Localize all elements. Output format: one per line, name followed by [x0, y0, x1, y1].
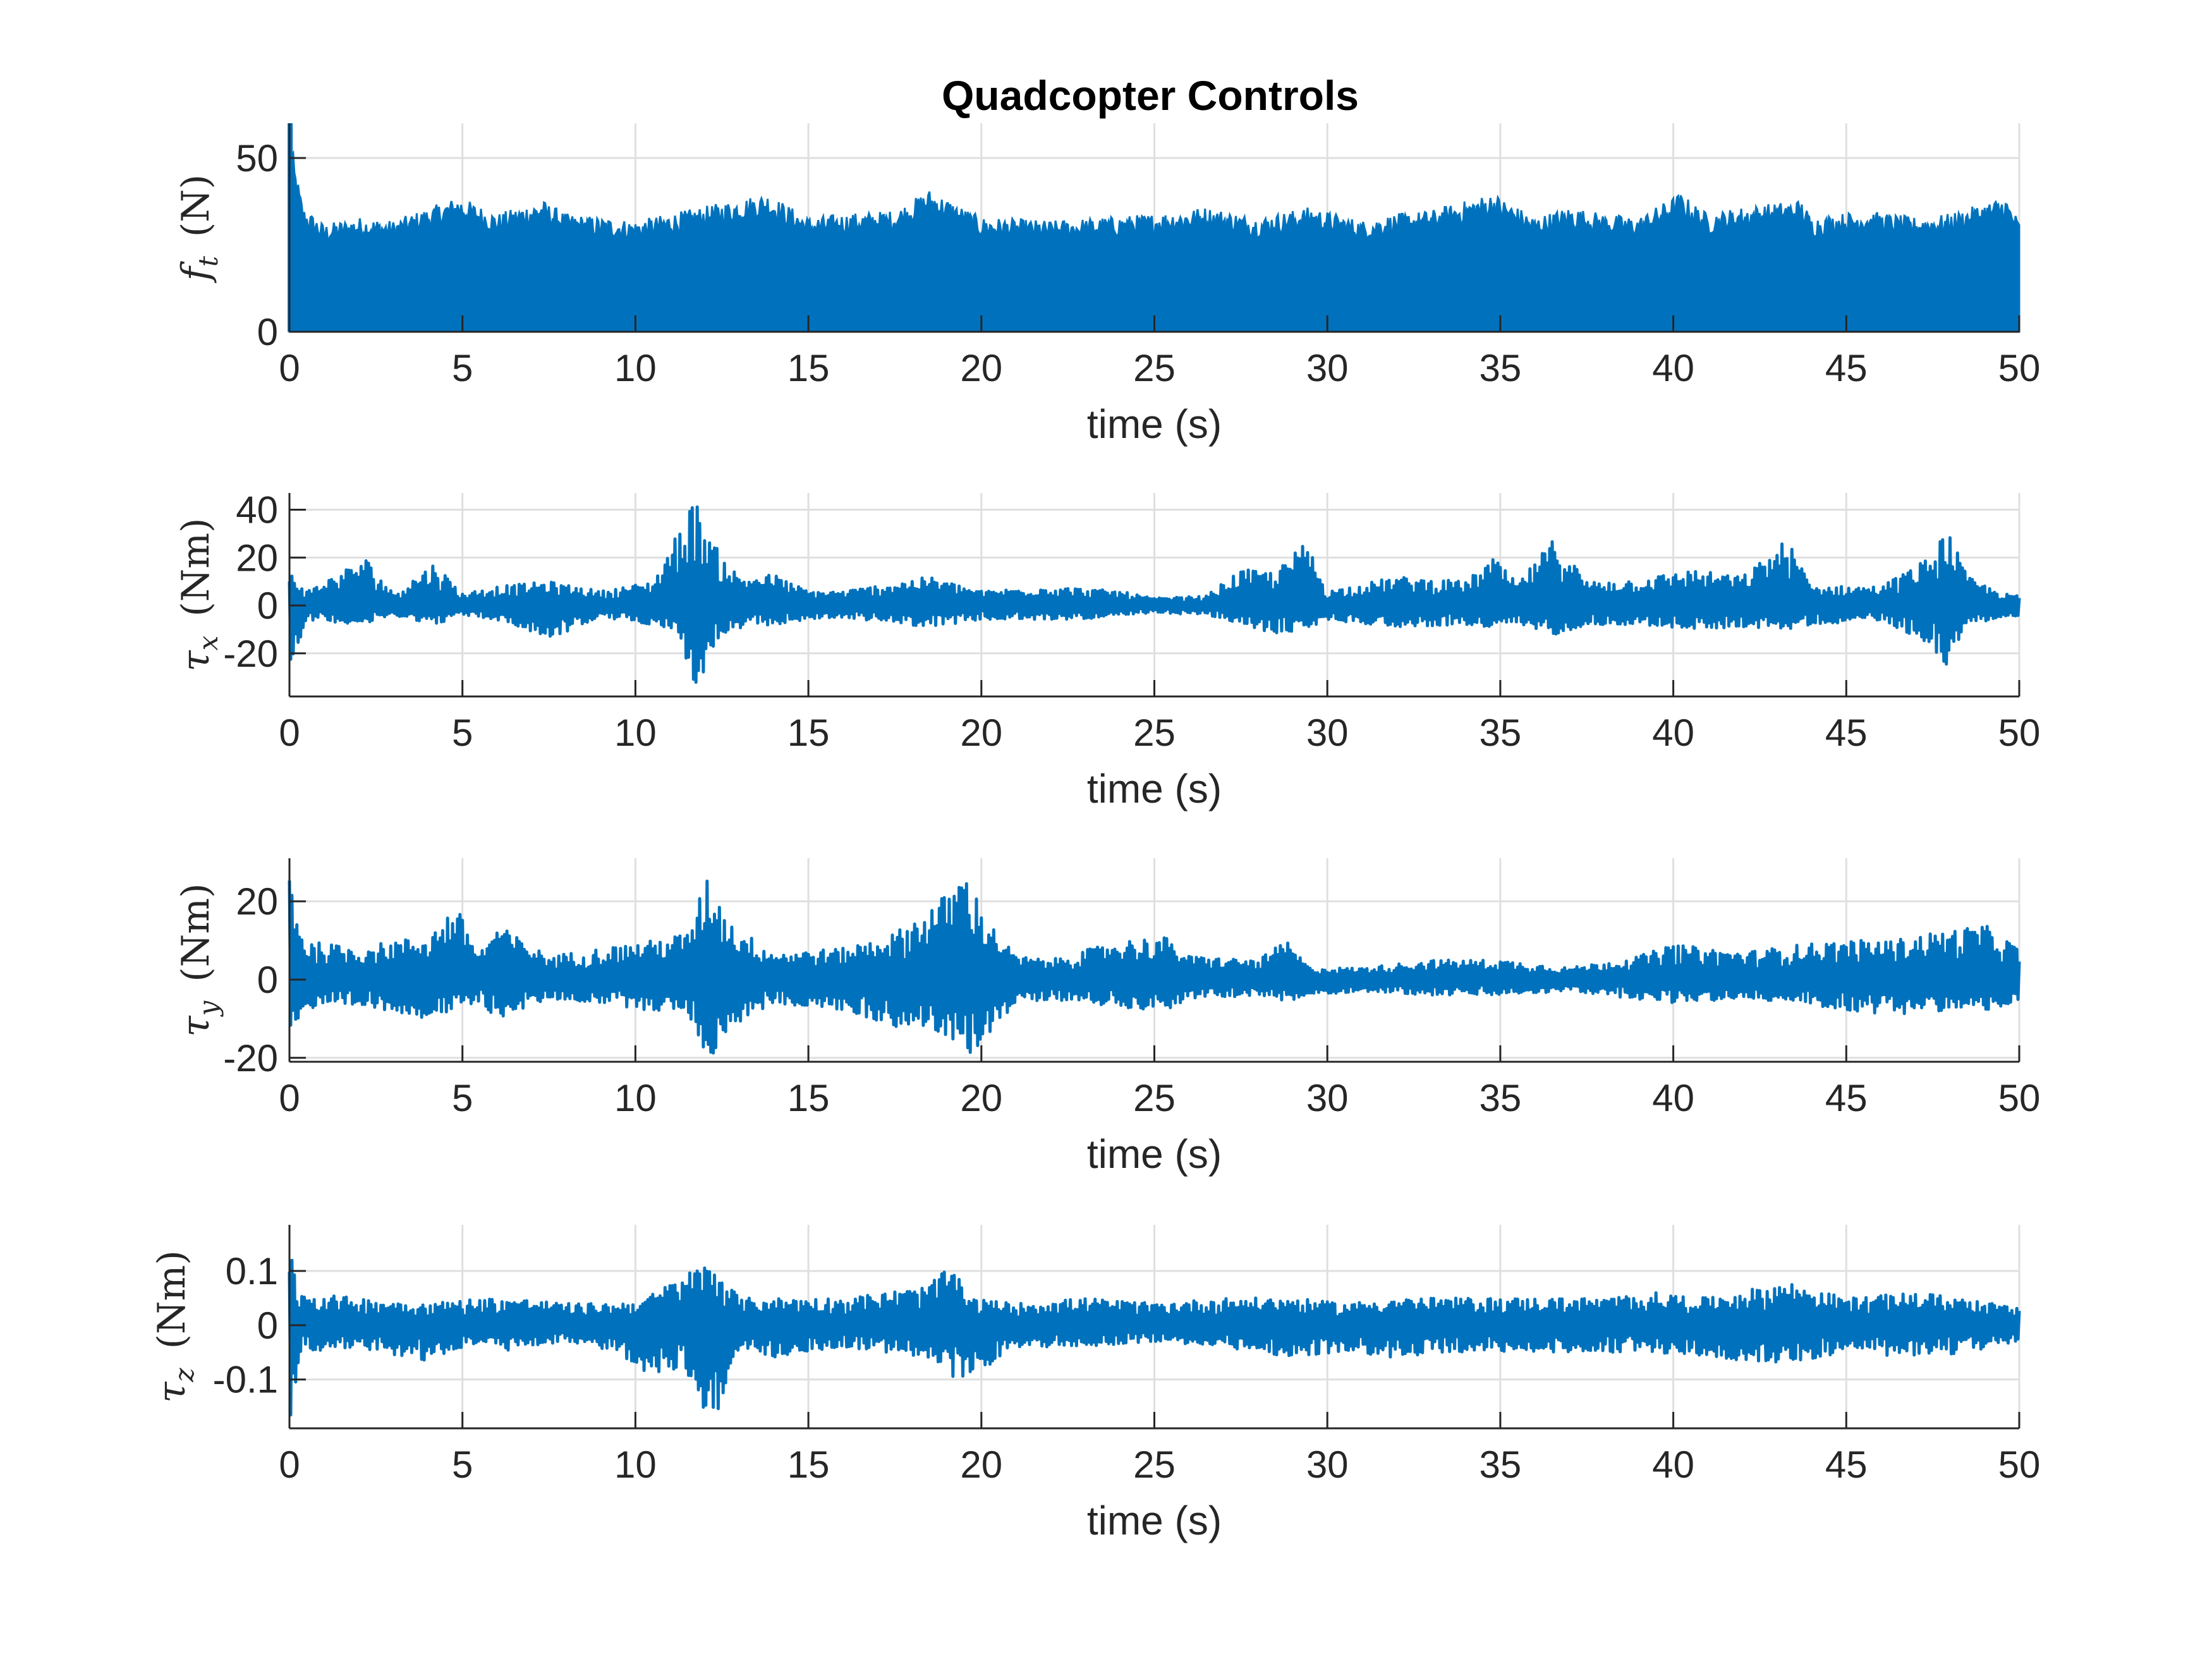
x-tick-label: 30: [1306, 1077, 1349, 1119]
y-tick-label: 0: [257, 585, 278, 627]
x-axis-label: time (s): [1087, 1131, 1222, 1177]
x-tick-label: 40: [1652, 1443, 1694, 1486]
x-tick-label: 0: [279, 712, 300, 754]
x-tick-label: 15: [787, 1443, 830, 1486]
y-axis-symbol: τ: [174, 1016, 218, 1037]
x-tick-label: 15: [787, 347, 830, 389]
y-tick-label: -20: [223, 633, 278, 675]
x-tick-label: 20: [960, 712, 1002, 754]
x-tick-label: 50: [1998, 712, 2041, 754]
y-tick-label: 40: [236, 489, 278, 532]
x-tick-label: 35: [1480, 347, 1522, 389]
y-axis-label: τx (Nm): [174, 518, 224, 671]
x-tick-label: 20: [960, 1077, 1002, 1119]
y-axis-symbol: τ: [150, 1382, 194, 1403]
y-axis-label: ft (N): [174, 174, 224, 283]
y-tick-label: -20: [223, 1037, 278, 1079]
x-tick-label: 0: [279, 347, 300, 389]
x-tick-label: 0: [279, 1443, 300, 1486]
y-tick-label: 0.1: [226, 1250, 278, 1292]
x-tick-label: 15: [787, 712, 830, 754]
x-axis-label: time (s): [1087, 766, 1222, 811]
x-tick-label: 10: [614, 347, 657, 389]
y-tick-label: 50: [236, 137, 278, 179]
chart-title: Quadcopter Controls: [942, 72, 1359, 119]
y-axis-unit: (N): [174, 174, 218, 256]
y-axis-unit: (Nm): [150, 1250, 194, 1368]
y-tick-label: 0: [257, 311, 278, 353]
x-tick-label: 10: [614, 712, 657, 754]
subplot-1: 0 5 10 15 20 25 30 35 40 45 50 0 50 time (s) ft (N): [174, 123, 2040, 447]
series-line: [288, 505, 2021, 684]
x-tick-label: 35: [1480, 1077, 1522, 1119]
x-tick-label: 0: [279, 1077, 300, 1119]
y-axis-subscript: x: [193, 635, 224, 650]
y-tick-label: 20: [236, 880, 278, 923]
x-tick-label: 20: [960, 347, 1002, 389]
y-tick-label: 0: [257, 1304, 278, 1347]
y-tick-label: 20: [236, 537, 278, 579]
y-tick-label: -0.1: [213, 1359, 278, 1401]
x-tick-label: 35: [1480, 712, 1522, 754]
series-line: [288, 1258, 2021, 1417]
x-tick-label: 25: [1133, 347, 1176, 389]
x-tick-label: 45: [1825, 1443, 1868, 1486]
x-tick-label: 10: [614, 1443, 657, 1486]
y-axis-unit: (Nm): [174, 883, 218, 1000]
x-tick-label: 25: [1133, 1077, 1176, 1119]
x-tick-label: 5: [452, 347, 473, 389]
x-tick-label: 30: [1306, 1443, 1349, 1486]
y-tick-label: 0: [257, 959, 278, 1001]
x-tick-label: 40: [1652, 1077, 1694, 1119]
x-tick-label: 25: [1133, 1443, 1176, 1486]
y-axis-unit: (Nm): [174, 518, 218, 635]
x-axis-label: time (s): [1087, 401, 1222, 447]
y-axis-label: τy (Nm): [174, 883, 224, 1036]
y-axis-subscript: y: [193, 1000, 224, 1017]
x-tick-label: 5: [452, 712, 473, 754]
x-tick-label: 10: [614, 1077, 657, 1119]
y-axis-subscript: z: [169, 1368, 200, 1383]
x-tick-label: 40: [1652, 347, 1694, 389]
y-axis-label: τz (Nm): [150, 1250, 200, 1403]
x-tick-label: 45: [1825, 712, 1868, 754]
y-axis-subscript: t: [193, 256, 224, 267]
x-axis-label: time (s): [1087, 1498, 1222, 1543]
x-tick-label: 5: [452, 1077, 473, 1119]
x-tick-label: 40: [1652, 712, 1694, 754]
x-tick-label: 45: [1825, 1077, 1868, 1119]
x-tick-label: 25: [1133, 712, 1176, 754]
series-line: [288, 879, 2021, 1055]
x-tick-label: 30: [1306, 347, 1349, 389]
x-tick-label: 30: [1306, 712, 1349, 754]
x-tick-label: 45: [1825, 347, 1868, 389]
x-tick-label: 20: [960, 1443, 1002, 1486]
x-tick-label: 50: [1998, 1443, 2041, 1486]
y-axis-symbol: τ: [174, 650, 218, 672]
x-tick-label: 50: [1998, 347, 2041, 389]
x-tick-label: 5: [452, 1443, 473, 1486]
x-tick-label: 15: [787, 1077, 830, 1119]
series-line: [288, 136, 2021, 333]
x-tick-label: 35: [1480, 1443, 1522, 1486]
x-tick-label: 50: [1998, 1077, 2041, 1119]
